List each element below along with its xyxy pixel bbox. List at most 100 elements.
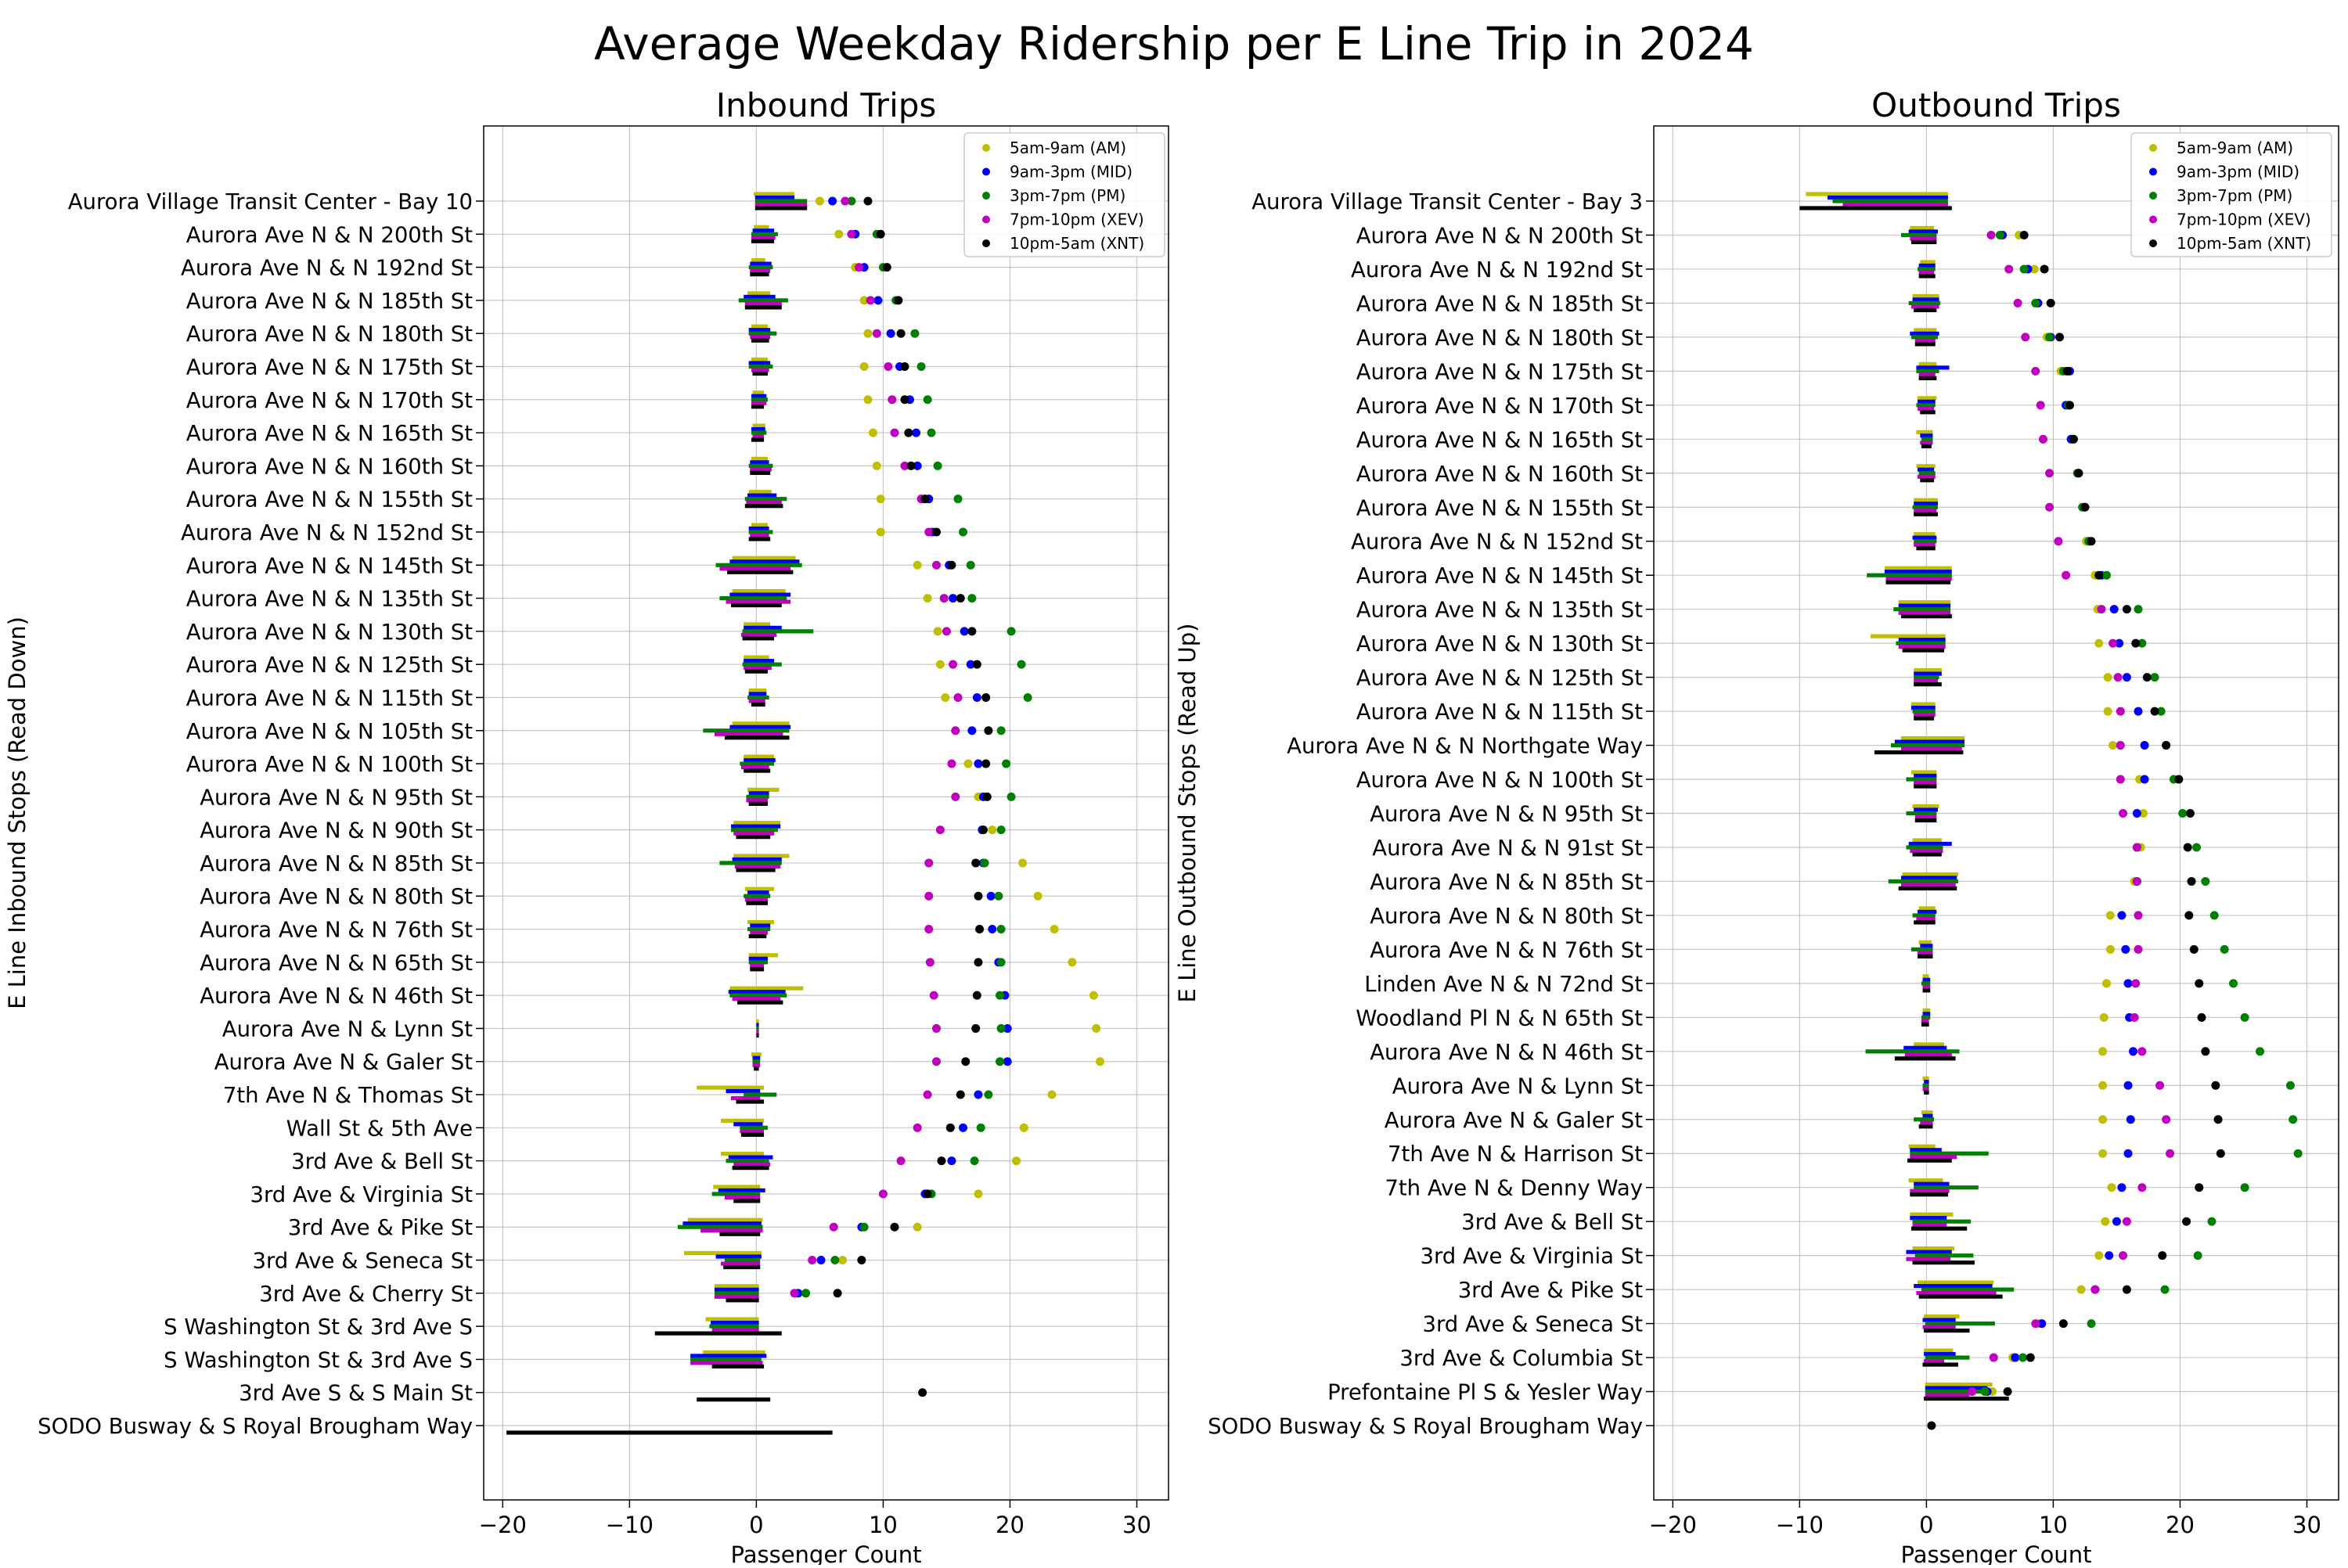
change-bar-pm [1918, 471, 1936, 476]
change-bar-xnt [724, 735, 790, 740]
change-bar-mid [744, 659, 775, 664]
load-point-mid [2115, 638, 2124, 648]
change-bar-mid [748, 526, 769, 531]
load-point-mid [828, 196, 837, 206]
stop-label: 7th Ave N & Thomas St [223, 1083, 473, 1108]
change-bar-mid [748, 328, 771, 333]
stop-label: Aurora Ave N & N 130th St [1356, 631, 1644, 656]
change-bar-xev [1920, 1120, 1933, 1125]
change-bar-am [751, 523, 768, 527]
load-point-xev [2054, 537, 2063, 546]
stop-label: Aurora Ave N & N 152nd St [181, 520, 473, 545]
figure-title: Average Weekday Ridership per E Line Tri… [594, 17, 1754, 70]
change-bar-xnt [754, 206, 808, 210]
load-point-xev [2091, 1285, 2100, 1294]
change-bar-xev [1904, 1052, 1952, 1057]
load-point-xev [947, 759, 956, 768]
load-point-pm [2192, 843, 2202, 852]
change-bar-pm [729, 993, 787, 998]
load-point-pm [994, 891, 1003, 901]
change-bar-xev [1922, 1325, 1956, 1329]
change-bar-mid [1827, 195, 1948, 200]
change-bar-xnt [1918, 376, 1937, 380]
x-tick-label: 0 [1919, 1512, 1933, 1538]
load-point-xnt [956, 1090, 965, 1099]
load-point-xev [924, 891, 934, 901]
change-bar-xev [1914, 338, 1936, 343]
load-point-xnt [978, 825, 988, 835]
load-point-xev [2031, 366, 2040, 376]
load-point-mid [2121, 944, 2130, 954]
change-bar-mid [714, 1287, 759, 1292]
change-bar-xnt [1799, 206, 1952, 210]
legend-marker-am [2149, 144, 2157, 152]
change-bar-mid [747, 890, 769, 895]
load-point-pm [2101, 570, 2111, 580]
change-bar-mid [1925, 1386, 1988, 1390]
stop-label: Aurora Ave N & N Northgate Way [1287, 734, 1643, 759]
load-point-xnt [972, 991, 981, 1000]
change-bar-mid [1910, 1148, 1942, 1153]
change-bar-xnt [1914, 716, 1935, 721]
load-point-mid [1003, 1057, 1012, 1066]
change-bar-xev [751, 401, 767, 405]
load-point-pm [2134, 605, 2143, 614]
change-bar-xev [1920, 441, 1933, 445]
load-point-pm [953, 494, 963, 504]
change-bar-mid [1914, 773, 1937, 779]
change-bar-xev [1910, 304, 1939, 309]
load-point-xev [935, 825, 945, 835]
load-point-pm [984, 1090, 993, 1099]
load-point-pm [2150, 673, 2159, 682]
load-point-xnt [2182, 1217, 2191, 1226]
stop-label: S Washington St & 3rd Ave S [164, 1347, 473, 1372]
change-bar-am [1910, 225, 1935, 231]
load-point-am [2109, 741, 2118, 750]
change-bar-xev [1918, 474, 1936, 479]
load-point-mid [2011, 1353, 2020, 1362]
change-bar-xev [1914, 509, 1937, 513]
plot-area [484, 126, 1169, 1500]
change-bar-mid [730, 824, 781, 829]
change-bar-xev [734, 864, 781, 869]
stop-label: Aurora Ave N & N 46th St [200, 984, 473, 1009]
change-bar-xnt [726, 1298, 759, 1303]
load-point-xev [953, 692, 963, 702]
change-bar-xev [1912, 1223, 1947, 1228]
stop-label: Aurora Ave N & N 165th St [186, 421, 474, 446]
y-axis-label: E Line Inbound Stops (Read Down) [4, 617, 31, 1009]
change-bar-am [1918, 1280, 1994, 1285]
change-bar-xev [1910, 848, 1943, 854]
change-bar-pm [1896, 641, 1946, 646]
change-bar-xnt [654, 1331, 782, 1336]
load-point-xnt [833, 1289, 842, 1298]
load-point-xnt [923, 1189, 932, 1199]
change-bar-am [697, 1085, 765, 1090]
change-bar-am [1908, 1144, 1936, 1149]
change-bar-xev [740, 1129, 765, 1134]
change-bar-am [1912, 1246, 1955, 1251]
change-bar-xev [1914, 712, 1936, 717]
legend-label: 5am-9am (AM) [2177, 138, 2293, 157]
load-point-xev [872, 329, 881, 338]
change-bar-xnt [740, 1132, 765, 1137]
change-bar-mid [733, 1122, 763, 1127]
load-point-pm [2045, 333, 2054, 342]
legend-marker-pm [982, 192, 990, 200]
change-bar-am [1922, 1076, 1929, 1081]
legend-marker-xev [982, 215, 990, 224]
change-bar-pm [1914, 539, 1937, 544]
plot-frame [1653, 125, 2339, 1501]
change-bar-xev [1916, 1291, 1997, 1296]
load-point-xev [2137, 1183, 2147, 1192]
load-point-xnt [2195, 979, 2204, 988]
change-bar-am [1912, 838, 1942, 843]
load-point-xnt [2080, 502, 2090, 512]
load-point-pm [2178, 809, 2188, 818]
change-bar-xev [1885, 577, 1952, 581]
load-point-xev [1986, 230, 1996, 239]
legend-marker-xev [2149, 215, 2157, 224]
legend-label: 10pm-5am (XNT) [2177, 234, 2311, 253]
load-point-pm [959, 527, 967, 537]
change-bar-pm [740, 761, 775, 766]
